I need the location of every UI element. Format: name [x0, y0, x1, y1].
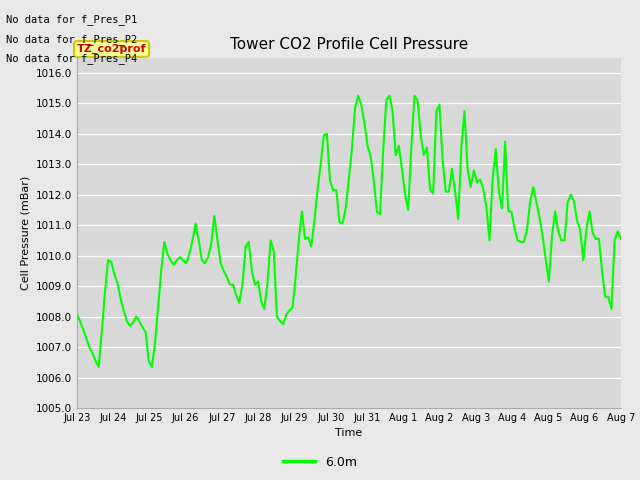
- Title: Tower CO2 Profile Cell Pressure: Tower CO2 Profile Cell Pressure: [230, 37, 468, 52]
- Legend: 6.0m: 6.0m: [278, 451, 362, 474]
- Text: No data for f_Pres_P1: No data for f_Pres_P1: [6, 14, 138, 25]
- Text: TZ_co2prof: TZ_co2prof: [77, 44, 147, 54]
- Y-axis label: Cell Pressure (mBar): Cell Pressure (mBar): [20, 176, 30, 290]
- X-axis label: Time: Time: [335, 429, 362, 438]
- Text: No data for f_Pres_P4: No data for f_Pres_P4: [6, 53, 138, 64]
- Text: No data for f_Pres_P2: No data for f_Pres_P2: [6, 34, 138, 45]
